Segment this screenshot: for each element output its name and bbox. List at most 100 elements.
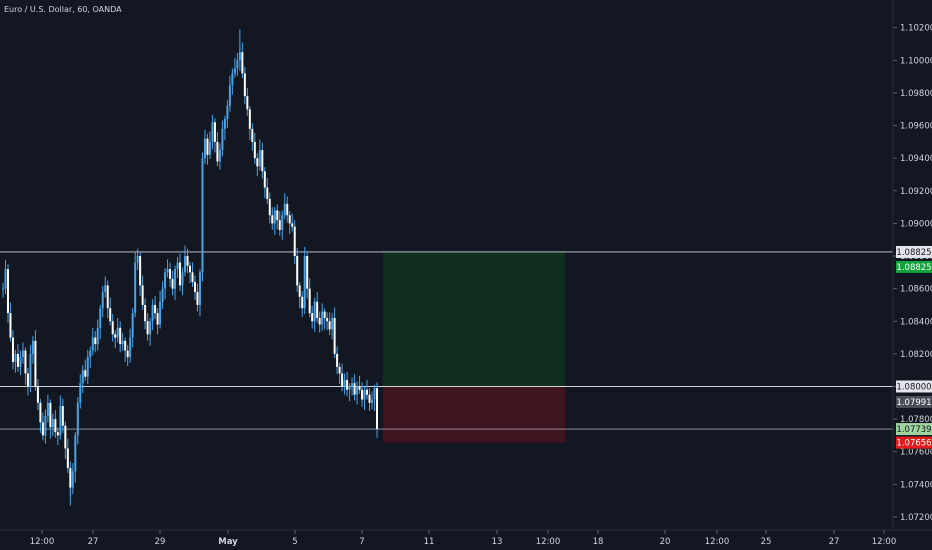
candle [96,319,99,351]
candle [366,379,369,400]
candle [191,262,194,288]
candle [288,211,291,235]
candle [371,391,374,410]
candle [89,346,92,368]
candle [216,132,219,167]
candle [268,192,271,224]
y-tick-label: 1.08400 [900,317,932,327]
x-tick-label: 18 [593,537,604,547]
candle [146,313,149,341]
candle [376,382,378,438]
candle [336,346,339,375]
candle [111,313,114,342]
candle [39,398,42,433]
candle [308,278,311,318]
candle [159,291,162,329]
svg-text:1.07991: 1.07991 [896,398,931,408]
candle [231,68,234,95]
x-tick-label: 12:00 [536,537,561,547]
candle [101,286,104,318]
y-tick-label: 1.07600 [900,448,932,458]
candle [131,308,134,348]
candle [144,298,147,330]
svg-text:1.08000: 1.08000 [896,382,931,392]
candle [291,213,294,232]
candle [104,276,107,298]
candle [186,248,189,274]
candle [221,120,224,157]
price-badges: 1.088251.088251.080001.079911.0773940:42… [896,245,932,450]
profit-zone[interactable] [383,251,565,387]
x-tick-label: 12:00 [30,537,55,547]
candle [328,312,331,336]
time-axis[interactable]: 12:00 27 29 May 5 7 11 13 12:00 18 20 12:00 25 27 12:0… [30,530,897,547]
candle [91,327,94,356]
candle [64,421,67,460]
candle-series [2,29,378,506]
candle [316,291,319,323]
svg-text:1.07656: 1.07656 [896,439,931,449]
candle [331,313,334,340]
candle [161,281,164,310]
loss-zone[interactable] [383,386,565,443]
x-tick-label: 27 [88,537,99,547]
candle [226,100,229,129]
candle [301,291,304,318]
candle [9,302,12,342]
x-tick-label: 11 [424,537,435,547]
candle [16,344,19,372]
candle [281,210,284,240]
candle [273,207,276,235]
candle [363,385,366,411]
candle [306,251,309,299]
candle [206,133,209,165]
svg-text:1.08825: 1.08825 [896,263,931,273]
y-tick-label: 1.09000 [900,219,932,229]
candle [114,330,117,349]
candle [174,265,177,301]
candle [196,283,199,312]
candle [141,275,144,310]
candle [166,259,169,278]
candle [156,308,159,335]
position-zones [383,251,565,443]
candle [211,114,214,150]
candle [266,177,269,204]
candle [246,88,249,116]
candle [106,280,109,318]
candle [79,374,82,409]
y-tick-label: 1.09800 [900,89,932,99]
candle [59,395,62,440]
y-tick-label: 1.08200 [900,350,932,360]
candle [298,282,301,309]
candle [11,330,14,370]
price-badge-white: 1.08000 [896,380,932,393]
candle [14,349,17,373]
candle [203,129,206,164]
x-tick-label: 7 [359,537,364,547]
candle [361,382,364,407]
candle [19,350,22,376]
horizontal-levels[interactable] [0,251,893,430]
candle [373,384,376,411]
candle [6,264,9,323]
candle [181,267,184,296]
candle [84,359,87,381]
candle [189,261,191,283]
candle [241,42,244,79]
candle [276,204,279,230]
candle [119,321,122,353]
price-badge-gray: 1.07991 [896,395,932,408]
candle [139,251,142,296]
candle [286,196,289,223]
candle [321,303,324,332]
candle [201,152,204,282]
x-tick-label: 12:00 [872,537,897,547]
candle [121,332,124,351]
candle [136,248,139,270]
candle [311,305,314,329]
chart-title: Euro / U.S. Dollar, 60, OANDA [4,5,122,14]
candle [263,167,266,199]
candle [346,371,349,397]
